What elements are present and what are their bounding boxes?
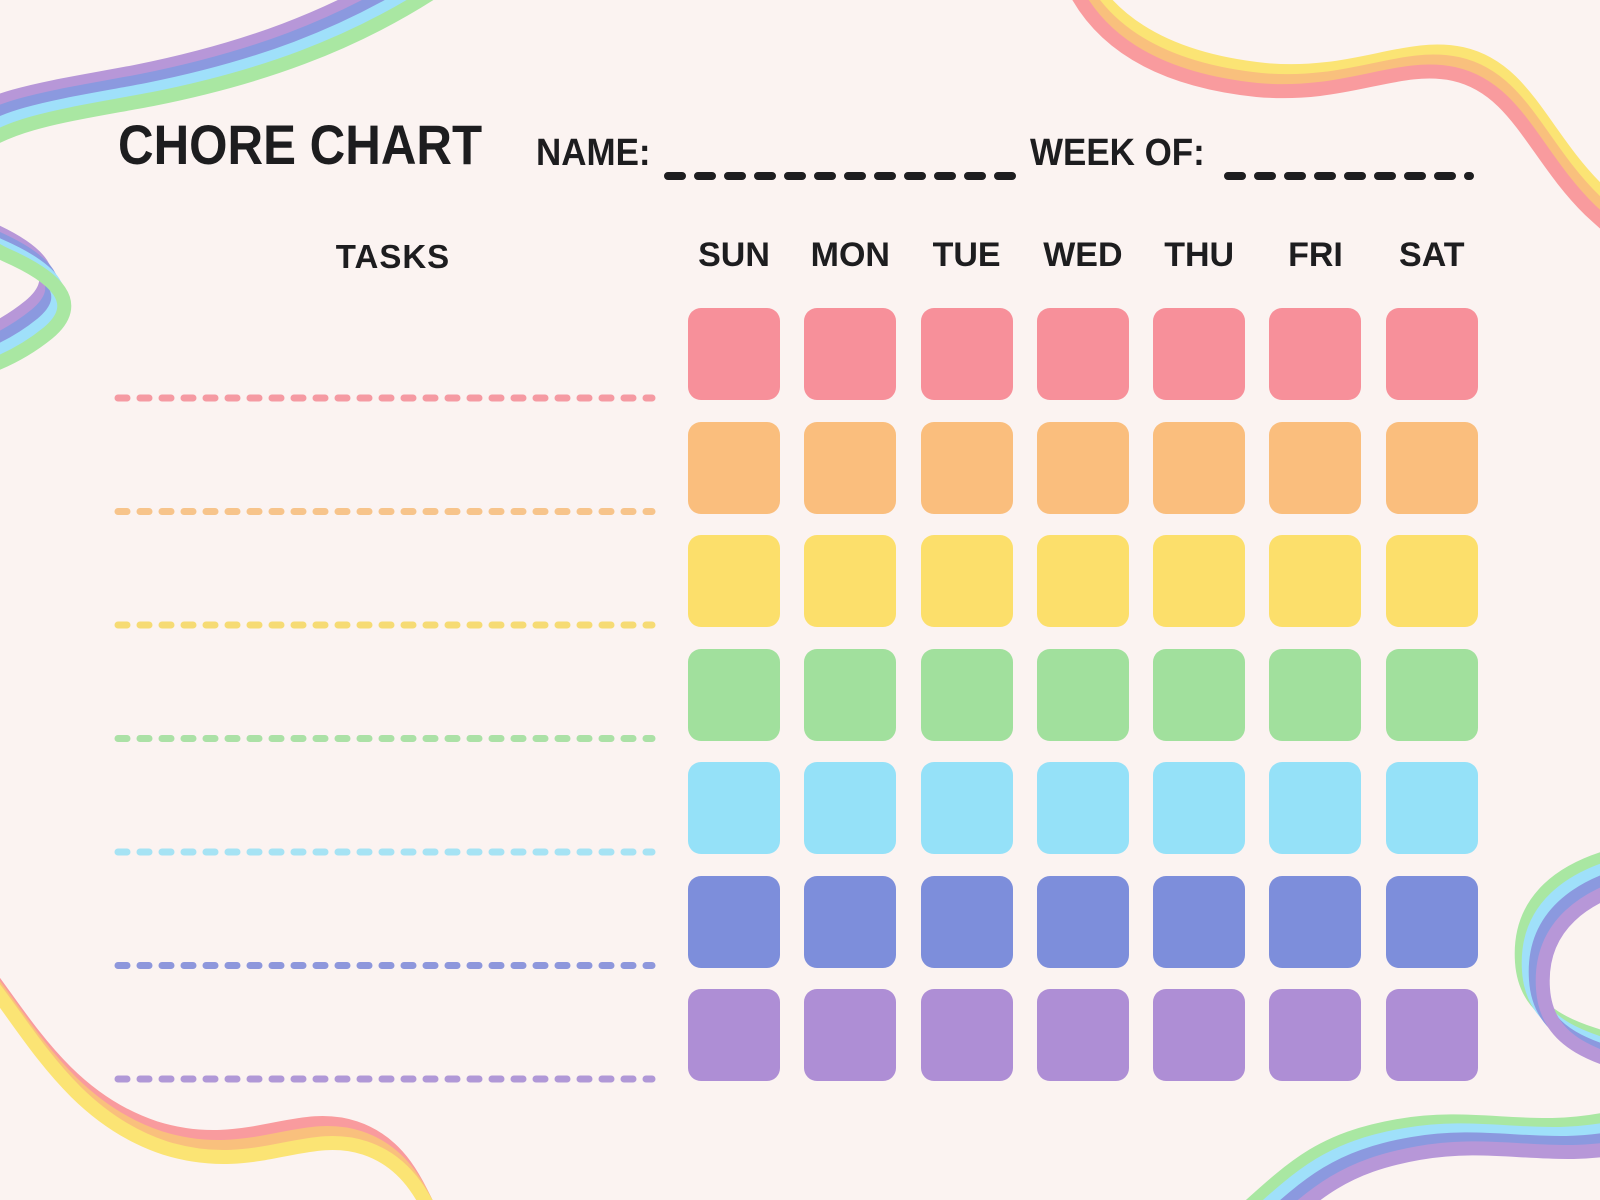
chore-cell-indigo-tue[interactable] xyxy=(920,875,1013,968)
chore-cell-orange-mon[interactable] xyxy=(804,421,897,514)
chore-cell-green-wed[interactable] xyxy=(1036,648,1129,741)
chore-cell-orange-thu[interactable] xyxy=(1153,421,1246,514)
day-header-fri: FRI xyxy=(1288,236,1343,274)
chore-cell-blue-sun[interactable] xyxy=(688,762,780,854)
rainbow-ribbon-top-right xyxy=(1072,0,1600,229)
chore-cell-orange-fri[interactable] xyxy=(1269,421,1362,514)
chore-cell-yellow-mon[interactable] xyxy=(804,535,897,627)
chore-cell-green-tue[interactable] xyxy=(920,648,1013,741)
day-header-tue: TUE xyxy=(932,236,1001,274)
chore-grid xyxy=(688,308,1478,1081)
chore-cell-blue-tue[interactable] xyxy=(920,762,1013,854)
chore-cell-green-mon[interactable] xyxy=(804,648,897,741)
chore-cell-green-thu[interactable] xyxy=(1153,648,1246,741)
day-header-mon: MON xyxy=(810,236,890,274)
chore-cell-green-sat[interactable] xyxy=(1385,648,1478,741)
chore-cell-red-tue[interactable] xyxy=(920,308,1013,400)
chore-cell-indigo-mon[interactable] xyxy=(804,875,897,968)
chore-cell-purple-sat[interactable] xyxy=(1385,989,1478,1081)
chore-cell-green-sun[interactable] xyxy=(688,648,780,741)
chore-cell-red-sat[interactable] xyxy=(1385,308,1478,400)
chore-cell-indigo-sun[interactable] xyxy=(688,875,780,968)
chore-cell-red-mon[interactable] xyxy=(804,308,897,400)
chore-cell-indigo-wed[interactable] xyxy=(1036,875,1129,968)
rainbow-ribbon-bottom-right xyxy=(1245,852,1600,1200)
chore-cell-yellow-tue[interactable] xyxy=(920,535,1013,627)
tasks-column-header: TASKS xyxy=(335,238,451,275)
day-header-thu: THU xyxy=(1164,236,1235,274)
chore-cell-indigo-thu[interactable] xyxy=(1153,875,1246,968)
chore-cell-purple-mon[interactable] xyxy=(804,989,897,1081)
chore-cell-yellow-sun[interactable] xyxy=(688,535,780,627)
chore-cell-orange-tue[interactable] xyxy=(920,421,1013,514)
chore-cell-green-fri[interactable] xyxy=(1269,648,1362,741)
chore-cell-orange-wed[interactable] xyxy=(1036,421,1129,514)
name-label: NAME: xyxy=(536,132,651,174)
chore-cell-blue-thu[interactable] xyxy=(1153,762,1246,854)
day-headers-row: SUN MON TUE WED THU FRI SAT xyxy=(688,236,1478,275)
chore-cell-red-wed[interactable] xyxy=(1036,308,1129,400)
rainbow-ribbon-top-left xyxy=(0,0,434,370)
chore-cell-yellow-thu[interactable] xyxy=(1153,535,1246,627)
chore-cell-blue-mon[interactable] xyxy=(804,762,897,854)
chore-cell-yellow-fri[interactable] xyxy=(1269,535,1362,627)
chore-cell-blue-sat[interactable] xyxy=(1385,762,1478,854)
day-header-wed: WED xyxy=(1043,236,1123,274)
chore-cell-purple-thu[interactable] xyxy=(1153,989,1246,1081)
chore-cell-red-fri[interactable] xyxy=(1269,308,1362,400)
chore-cell-blue-fri[interactable] xyxy=(1269,762,1362,854)
chore-cell-blue-wed[interactable] xyxy=(1036,762,1129,854)
day-header-sun: SUN xyxy=(698,236,770,274)
chore-cell-purple-wed[interactable] xyxy=(1036,989,1129,1081)
chore-cell-indigo-sat[interactable] xyxy=(1385,875,1478,968)
chore-cell-yellow-wed[interactable] xyxy=(1036,535,1129,627)
chore-cell-yellow-sat[interactable] xyxy=(1385,535,1478,627)
chore-cell-orange-sun[interactable] xyxy=(688,421,780,514)
week-of-label: WEEK OF: xyxy=(1030,132,1205,174)
chore-cell-orange-sat[interactable] xyxy=(1385,421,1478,514)
chore-cell-purple-fri[interactable] xyxy=(1269,989,1362,1081)
chore-cell-purple-tue[interactable] xyxy=(920,989,1013,1081)
chore-cell-indigo-fri[interactable] xyxy=(1269,875,1362,968)
chore-cell-red-sun[interactable] xyxy=(688,308,780,400)
chore-cell-red-thu[interactable] xyxy=(1153,308,1246,400)
chore-cell-purple-sun[interactable] xyxy=(688,989,780,1081)
day-header-sat: SAT xyxy=(1399,236,1465,274)
page-title: CHORE CHART xyxy=(118,113,483,176)
rainbow-ribbon-bottom-left xyxy=(0,977,433,1200)
